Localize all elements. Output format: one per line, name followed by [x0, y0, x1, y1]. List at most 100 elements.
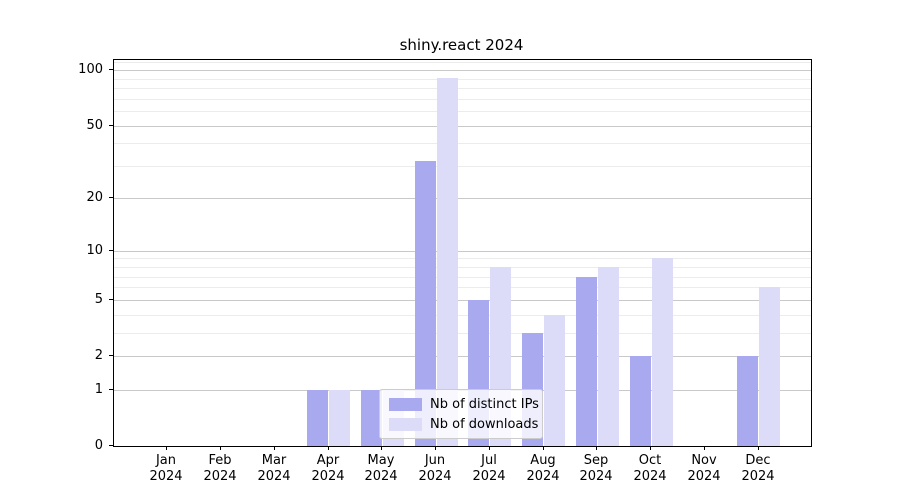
x-tick-year: 2024	[526, 469, 560, 484]
x-tick-label-apr: Apr 2024	[298, 453, 358, 485]
y-tick-mark-10	[109, 250, 113, 251]
y-tick-label-2: 2	[94, 348, 103, 363]
y-tick-label-1: 1	[94, 382, 103, 397]
x-tick-month: Nov	[691, 453, 717, 468]
bar-oct-distinct-ips	[630, 356, 651, 446]
gridline-y-80	[114, 88, 811, 89]
x-tick-year: 2024	[149, 469, 183, 484]
y-tick-label-5: 5	[94, 292, 103, 307]
x-tick-mark-apr	[328, 446, 329, 450]
x-tick-mark-jul	[489, 446, 490, 450]
x-tick-month: May	[367, 453, 395, 468]
gridline-y-60	[114, 111, 811, 112]
x-tick-year: 2024	[687, 469, 721, 484]
x-tick-year: 2024	[741, 469, 775, 484]
gridline-y-30	[114, 166, 811, 167]
x-tick-year: 2024	[418, 469, 452, 484]
gridline-y-40	[114, 143, 811, 144]
x-tick-label-aug: Aug 2024	[513, 453, 573, 485]
plot-area: Nb of distinct IPs Nb of downloads	[113, 59, 812, 447]
bar-apr-downloads	[329, 390, 350, 446]
y-tick-mark-1	[109, 389, 113, 390]
x-tick-label-oct: Oct 2024	[620, 453, 680, 485]
x-tick-year: 2024	[472, 469, 506, 484]
x-tick-year: 2024	[257, 469, 291, 484]
x-tick-month: Apr	[316, 453, 340, 468]
x-tick-month: Oct	[638, 453, 662, 468]
y-tick-mark-50	[109, 125, 113, 126]
x-tick-mark-dec	[758, 446, 759, 450]
x-tick-mark-feb	[220, 446, 221, 450]
bar-sep-downloads	[598, 267, 619, 446]
x-tick-year: 2024	[633, 469, 667, 484]
bar-jun-downloads	[437, 78, 458, 446]
legend-item-distinct-ips: Nb of distinct IPs	[389, 397, 539, 412]
x-tick-mark-jun	[435, 446, 436, 450]
x-tick-label-jun: Jun 2024	[405, 453, 465, 485]
y-tick-label-10: 10	[86, 243, 103, 258]
gridline-y-10	[114, 251, 811, 252]
x-tick-mark-jan	[166, 446, 167, 450]
x-tick-year: 2024	[364, 469, 398, 484]
x-tick-month: Feb	[208, 453, 232, 468]
gridline-y-4	[114, 315, 811, 316]
x-tick-label-may: May 2024	[351, 453, 411, 485]
gridline-y-3	[114, 333, 811, 334]
legend-label-distinct-ips: Nb of distinct IPs	[430, 396, 539, 412]
x-tick-year: 2024	[203, 469, 237, 484]
y-tick-mark-2	[109, 355, 113, 356]
bar-sep-distinct-ips	[576, 277, 597, 446]
bar-may-distinct-ips	[361, 390, 382, 446]
bar-jun-distinct-ips	[415, 161, 436, 446]
x-tick-label-dec: Dec 2024	[728, 453, 788, 485]
x-tick-label-nov: Nov 2024	[674, 453, 734, 485]
x-tick-label-sep: Sep 2024	[566, 453, 626, 485]
x-tick-month: Jan	[155, 453, 177, 468]
bar-apr-distinct-ips	[307, 390, 328, 446]
gridline-y-5	[114, 300, 811, 301]
legend-swatch-downloads	[389, 417, 422, 431]
x-tick-month: Sep	[583, 453, 609, 468]
x-tick-month: Jul	[481, 453, 497, 468]
x-tick-mark-mar	[274, 446, 275, 450]
gridline-y-100	[114, 70, 811, 71]
bar-dec-distinct-ips	[737, 356, 758, 446]
x-tick-mark-may	[381, 446, 382, 450]
x-tick-mark-oct	[650, 446, 651, 450]
bar-aug-downloads	[544, 315, 565, 446]
gridline-y-90	[114, 79, 811, 80]
gridline-y-50	[114, 126, 811, 127]
x-tick-mark-nov	[704, 446, 705, 450]
x-tick-label-feb: Feb 2024	[190, 453, 250, 485]
x-tick-month: Dec	[745, 453, 771, 468]
legend: Nb of distinct IPs Nb of downloads	[379, 389, 543, 439]
gridline-y-9	[114, 258, 811, 259]
x-tick-year: 2024	[311, 469, 345, 484]
y-tick-mark-100	[109, 69, 113, 70]
y-tick-mark-0	[109, 445, 113, 446]
gridline-y-20	[114, 198, 811, 199]
gridline-y-2	[114, 356, 811, 357]
x-tick-month: Mar	[261, 453, 287, 468]
bar-oct-downloads	[652, 258, 673, 446]
x-tick-month: Jun	[424, 453, 446, 468]
y-tick-label-20: 20	[86, 190, 103, 205]
x-tick-mark-sep	[596, 446, 597, 450]
legend-swatch-distinct-ips	[389, 397, 422, 411]
gridline-y-8	[114, 267, 811, 268]
gridline-y-70	[114, 99, 811, 100]
x-tick-label-jul: Jul 2024	[459, 453, 519, 485]
x-tick-month: Aug	[530, 453, 556, 468]
bar-dec-downloads	[759, 287, 780, 446]
x-tick-label-mar: Mar 2024	[244, 453, 304, 485]
chart-title: shiny.react 2024	[399, 36, 524, 54]
y-tick-label-0: 0	[94, 438, 103, 453]
legend-label-downloads: Nb of downloads	[430, 416, 539, 432]
gridline-y-6	[114, 287, 811, 288]
x-tick-label-jan: Jan 2024	[136, 453, 196, 485]
x-tick-mark-aug	[543, 446, 544, 450]
gridline-y-110	[114, 62, 811, 63]
gridline-y-7	[114, 277, 811, 278]
legend-item-downloads: Nb of downloads	[389, 417, 538, 432]
